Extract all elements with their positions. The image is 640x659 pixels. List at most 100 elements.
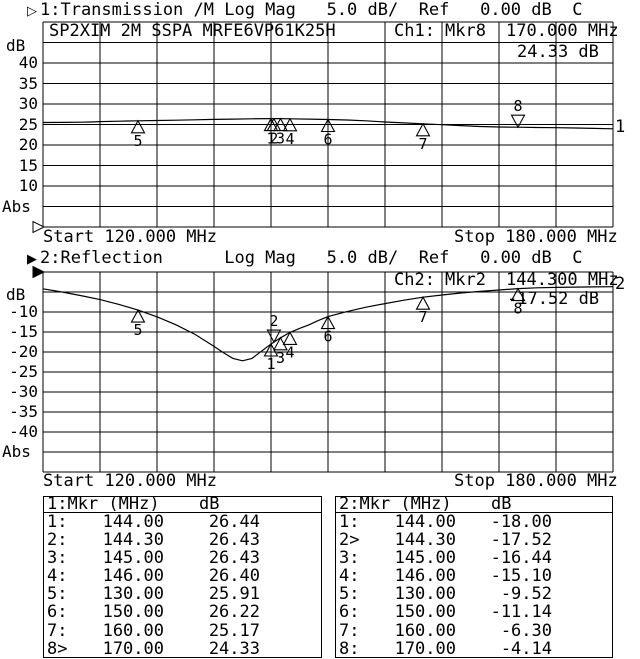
- marker-table-row: 3: 145.00 -16.44: [336, 549, 612, 567]
- marker-5-triangle-icon: [130, 308, 146, 323]
- marker-row-freq: 145.00: [394, 548, 456, 569]
- marker-8-number: 8: [513, 300, 522, 318]
- marker-row-db: -6.30: [500, 620, 552, 641]
- marker-8-triangle-icon: [510, 114, 526, 129]
- marker-table-row: 6: 150.00 -11.14: [336, 603, 612, 621]
- channel2-pointer-icon: ▶: [27, 252, 37, 267]
- y-tick-label: -40: [9, 422, 38, 441]
- marker-table-row: 2: 144.30 26.43: [44, 531, 321, 549]
- marker-row-number: 6:: [47, 602, 68, 623]
- marker-row-freq: 144.00: [102, 512, 164, 532]
- y-tick-label: 40: [18, 53, 38, 72]
- marker-1-number: 1: [266, 355, 275, 373]
- channel2-marker-freq: 144.300 MHz: [506, 270, 619, 290]
- device-title: SP2XIM 2M SSPA MRFE6VP61K25H: [49, 21, 336, 41]
- marker-row-freq: 150.00: [394, 602, 456, 623]
- y-tick-label: 30: [18, 94, 38, 113]
- y-tick-label: 35: [18, 73, 38, 93]
- marker-table-row: 4: 146.00 -15.10: [336, 567, 612, 585]
- marker-row-number: 5:: [47, 584, 68, 605]
- marker-8-number: 8: [513, 97, 522, 115]
- channel2-label: Ch2:: [394, 270, 435, 290]
- marker-4-number: 4: [285, 343, 294, 361]
- channel2-y-unit: dB: [6, 285, 26, 304]
- marker-row-db: 26.44: [208, 512, 260, 532]
- channel2-marker-label: Mkr2: [445, 270, 486, 290]
- marker-row-freq: 146.00: [394, 566, 456, 587]
- y-tick-label: -30: [9, 382, 38, 401]
- marker-5-number: 5: [133, 321, 142, 339]
- marker-row-db: 26.43: [208, 530, 260, 551]
- marker-row-freq: 146.00: [102, 566, 164, 587]
- y-tick-label: -25: [9, 362, 38, 381]
- marker-row-db: -18.00: [490, 512, 552, 532]
- marker-row-db: 26.40: [208, 566, 260, 587]
- marker-row-db: -9.52: [500, 584, 552, 605]
- marker-6-triangle-icon: [320, 315, 336, 330]
- trace-curve: [42, 117, 614, 130]
- marker-row-freq: 170.00: [394, 638, 456, 659]
- marker-table-ch1-unit: dB: [199, 494, 220, 514]
- marker-row-number: 2>: [339, 530, 360, 551]
- channel2-marker-value: -17.52 dB: [507, 289, 600, 309]
- marker-row-number: 5:: [339, 584, 360, 605]
- marker-table-row: 8: 170.00 -4.14: [336, 640, 612, 658]
- marker-table-row: 1: 144.00 26.44: [44, 513, 321, 531]
- marker-table-row: 3: 145.00 26.43: [44, 549, 321, 567]
- marker-row-db: -17.52: [490, 530, 552, 551]
- marker-7-number: 7: [418, 308, 427, 326]
- marker-row-number: 1:: [47, 512, 68, 532]
- marker-row-freq: 145.00: [102, 548, 164, 569]
- marker-table-row: 6: 150.00 26.22: [44, 603, 321, 621]
- channel1-pointer-icon: ▷: [27, 4, 37, 19]
- marker-4-number: 4: [285, 130, 294, 148]
- trace2-number: 2: [615, 274, 626, 294]
- marker-table-row: 4: 146.00 26.40: [44, 567, 321, 585]
- y-tick-label: 10: [18, 176, 38, 195]
- marker-table-ch1-header: 1:Mkr (MHz) dB: [44, 494, 321, 514]
- ref-level-pointer-icon: [32, 265, 46, 279]
- marker-row-db: 24.33: [208, 638, 260, 659]
- marker-row-db: 26.43: [208, 548, 260, 569]
- marker-row-number: 4:: [47, 566, 68, 587]
- marker-row-freq: 144.30: [394, 530, 456, 551]
- channel1-header-text: 1:Transmission /M Log Mag 5.0 dB/ Ref 0.…: [40, 0, 583, 20]
- marker-2-triangle-icon: [266, 329, 282, 344]
- channel1-header: ▷ 1:Transmission /M Log Mag 5.0 dB/ Ref 0…: [27, 2, 582, 20]
- marker-1-number: 1: [266, 130, 275, 148]
- marker-4-triangle-icon: [282, 117, 298, 132]
- marker-row-freq: 150.00: [102, 602, 164, 623]
- marker-row-db: 25.91: [208, 584, 260, 605]
- y-tick-label: -10: [9, 302, 38, 321]
- marker-7-triangle-icon: [415, 296, 431, 310]
- marker-7-triangle-icon: [415, 122, 431, 137]
- marker-3-triangle-icon: [273, 117, 288, 132]
- channel1-stop-freq: Stop 180.000 MHz: [454, 227, 618, 247]
- marker-row-number: 1:: [339, 512, 360, 532]
- marker-row-number: 8>: [47, 638, 68, 659]
- marker-row-freq: 144.30: [102, 530, 164, 551]
- marker-table-ch2-title: 2:Mkr (MHz): [339, 494, 452, 514]
- marker-table-ch1: 1:Mkr (MHz) dB 1: 144.00 26.44 2: 144.30 26.4…: [43, 496, 322, 658]
- marker-8-triangle-icon: [510, 287, 526, 302]
- y-tick-label: -35: [9, 402, 38, 421]
- channel1-marker-freq: 170.000 MHz: [506, 21, 619, 41]
- marker-row-freq: 170.00: [102, 638, 164, 659]
- marker-5-number: 5: [133, 132, 142, 150]
- trace-curve: [42, 286, 614, 362]
- marker-row-db: 25.17: [208, 620, 260, 641]
- marker-table-ch2-unit: dB: [491, 494, 512, 514]
- marker-6-triangle-icon: [320, 118, 336, 133]
- marker-table-ch2: 2:Mkr (MHz) dB 1: 144.00 -18.00 2> 144.30 -17…: [335, 496, 613, 658]
- marker-table-row: 5: 130.00 25.91: [44, 585, 321, 603]
- y-tick-label: 20: [18, 135, 38, 154]
- marker-row-db: -15.10: [490, 566, 552, 587]
- marker-row-db: -4.14: [500, 638, 552, 659]
- marker-table-row: 7: 160.00 -6.30: [336, 620, 612, 641]
- channel1-y-unit: dB: [6, 36, 26, 55]
- marker-row-number: 7:: [339, 620, 360, 641]
- marker-4-triangle-icon: [282, 331, 298, 345]
- y-tick-label: -20: [9, 342, 38, 361]
